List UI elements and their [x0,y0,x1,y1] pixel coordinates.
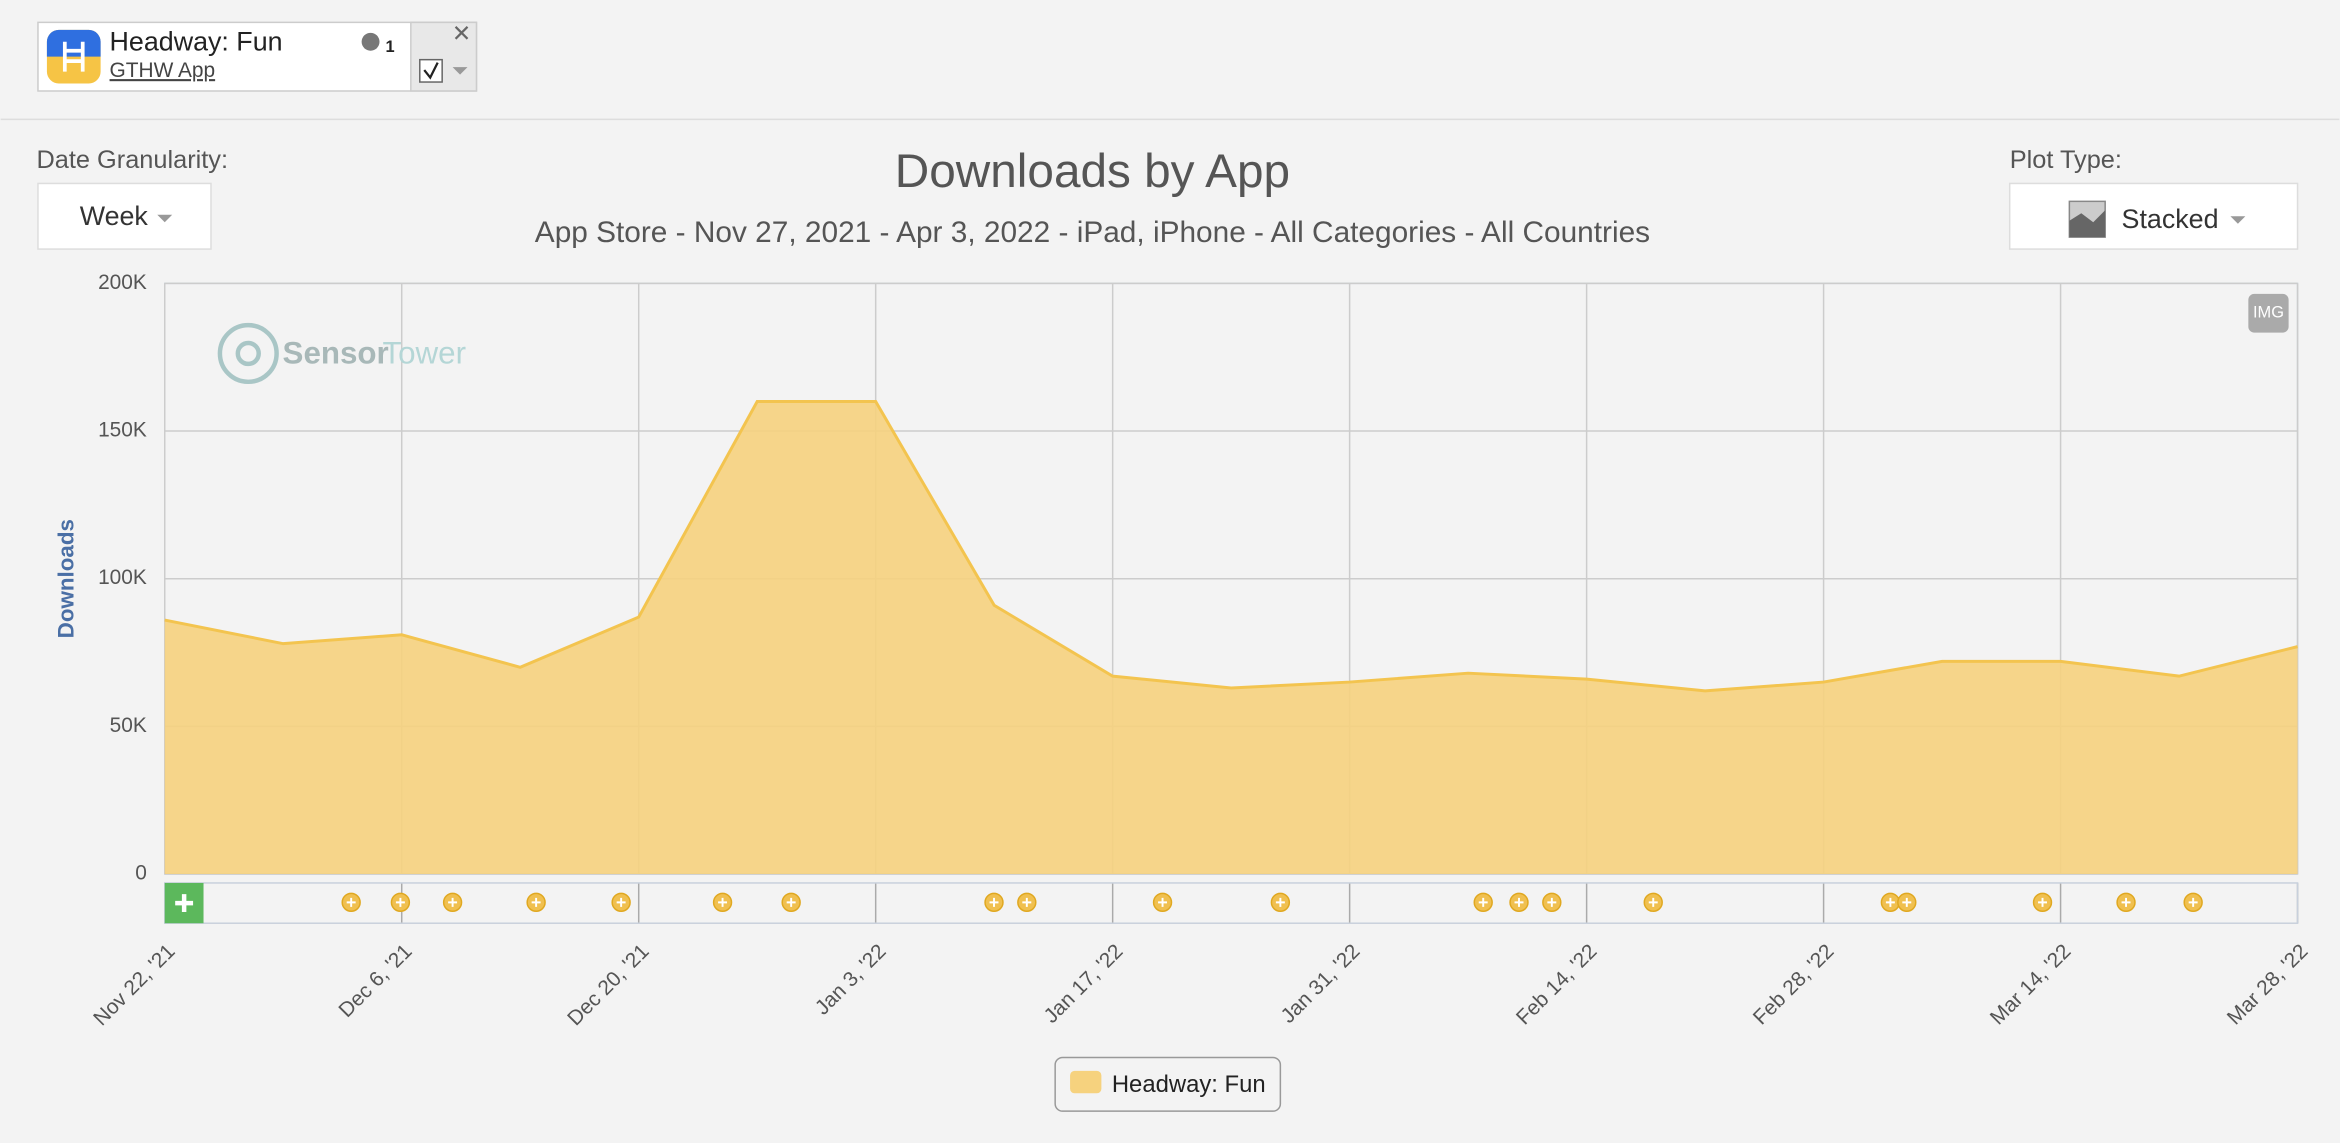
event-marker-plus [1648,897,1658,907]
event-marker-plus [786,897,796,907]
event-marker-plus [1514,897,1524,907]
app-card[interactable] [37,21,478,92]
export-label: IMG [2253,304,2284,322]
y-tick-label: 150K [98,419,147,442]
plot-type-value: Stacked [2122,204,2219,234]
event-marker-plus [395,897,405,907]
app-name: Headway: Fun [110,26,283,56]
event-marker-plus [1478,897,1488,907]
event-marker-plus [2188,897,2198,907]
dropdown-arrow [2230,216,2246,224]
close-button[interactable] [454,26,469,40]
apple-icon [361,32,380,51]
app-icon-glyph [62,41,85,72]
y-tick-label: 200K [98,271,147,294]
y-axis-label: Downloads [54,519,79,638]
event-marker-plus [448,897,458,907]
event-marker-plus [531,897,541,907]
event-marker-plus [718,897,728,907]
app-publisher[interactable]: GTHW App [110,59,216,82]
checkmark [423,62,439,80]
chart-title: Downloads by App [895,145,1290,198]
y-tick-label: 0 [135,862,147,885]
event-marker-plus [1275,897,1285,907]
legend-swatch [1070,1070,1102,1094]
legend-label: Headway: Fun [1112,1071,1266,1098]
checkbox[interactable] [419,58,443,83]
watermark-logo-inner [235,340,261,367]
event-marker-plus [1547,897,1557,907]
stacked-icon-shape [2069,210,2106,238]
watermark-logo [217,322,279,385]
legend [1054,1056,1282,1112]
event-marker-plus [1158,897,1168,907]
event-marker-plus [1885,897,1895,907]
area-line [164,400,2298,693]
plot-type-label: Plot Type: [2010,146,2122,174]
watermark-text: Sensor [283,335,389,370]
store-rank: 1 [385,38,394,56]
plot-type-select[interactable] [2008,182,2299,250]
event-marker-plus [2121,897,2131,907]
export-button[interactable] [2248,293,2289,333]
dropdown-arrow[interactable] [452,67,468,75]
event-marker-plus [346,897,356,907]
y-tick-label: 100K [98,566,147,589]
watermark-text: Tower [382,335,466,370]
granularity-select[interactable] [37,182,212,250]
dropdown-arrow [157,214,173,223]
event-marker-plus [1902,897,1912,907]
y-tick-label: 50K [110,714,147,737]
event-marker-plus [2038,897,2047,907]
event-marker-plus [616,897,626,907]
area [164,401,2298,875]
event-marker-plus [989,897,999,907]
granularity-value: Week [80,201,149,231]
app-icon-top [46,29,101,57]
add-event-icon [175,894,194,913]
event-marker-plus [1022,897,1032,907]
chart-subtitle: App Store - Nov 27, 2021 - Apr 3, 2022 -… [535,216,1650,249]
granularity-label: Date Granularity: [36,146,228,174]
